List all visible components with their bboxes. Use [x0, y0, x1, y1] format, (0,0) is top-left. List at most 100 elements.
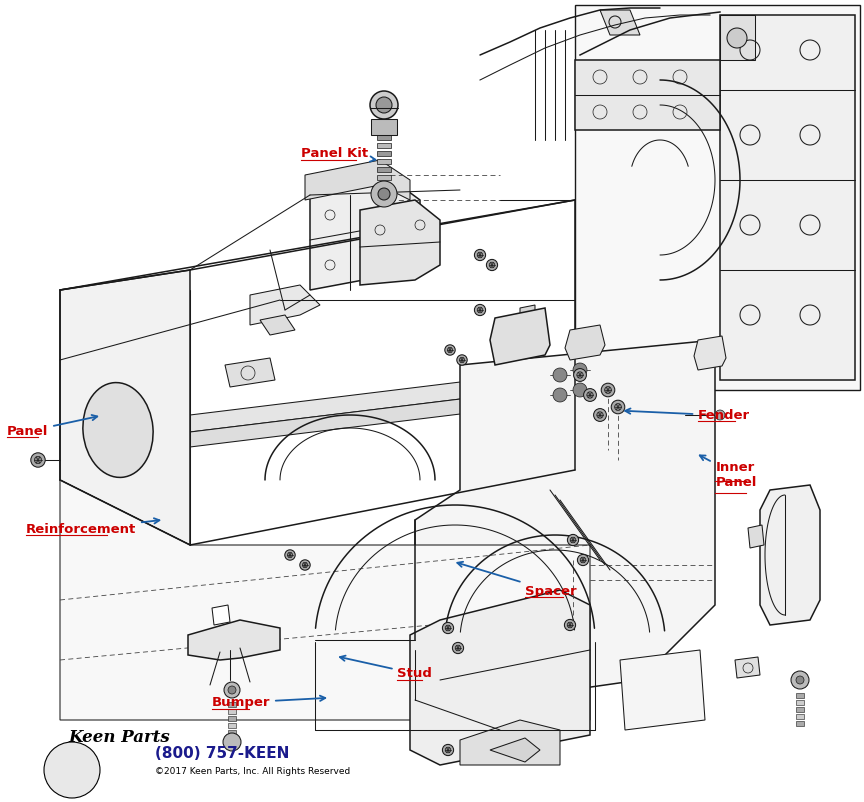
Circle shape	[568, 534, 579, 545]
Polygon shape	[228, 702, 236, 707]
Polygon shape	[490, 308, 550, 365]
Circle shape	[597, 411, 603, 418]
Polygon shape	[228, 716, 236, 721]
Text: Bumper: Bumper	[212, 695, 325, 709]
Polygon shape	[480, 552, 512, 578]
Polygon shape	[460, 720, 560, 765]
Circle shape	[460, 358, 465, 363]
Circle shape	[378, 188, 390, 200]
Circle shape	[727, 28, 747, 48]
Polygon shape	[735, 657, 760, 678]
Polygon shape	[796, 707, 804, 712]
Circle shape	[567, 622, 573, 628]
Polygon shape	[60, 270, 190, 545]
Polygon shape	[796, 721, 804, 726]
Circle shape	[601, 383, 615, 397]
Circle shape	[474, 249, 486, 261]
Circle shape	[300, 560, 310, 570]
Circle shape	[573, 383, 587, 397]
Polygon shape	[720, 15, 855, 380]
Polygon shape	[377, 151, 391, 156]
Polygon shape	[228, 723, 236, 728]
Circle shape	[583, 389, 596, 401]
Circle shape	[35, 456, 41, 464]
Polygon shape	[190, 385, 575, 447]
Circle shape	[376, 97, 392, 113]
Circle shape	[791, 671, 809, 689]
Circle shape	[302, 562, 308, 568]
Polygon shape	[565, 325, 605, 360]
Circle shape	[570, 537, 575, 543]
Polygon shape	[520, 305, 535, 323]
Polygon shape	[305, 160, 410, 200]
Circle shape	[553, 368, 567, 382]
Polygon shape	[228, 709, 236, 714]
Circle shape	[594, 408, 607, 421]
Text: Keen Parts: Keen Parts	[68, 730, 169, 747]
Polygon shape	[190, 368, 575, 432]
Circle shape	[288, 553, 293, 557]
Polygon shape	[377, 135, 391, 140]
Circle shape	[581, 557, 586, 563]
Polygon shape	[377, 183, 391, 188]
Polygon shape	[796, 693, 804, 698]
Circle shape	[445, 345, 455, 355]
Circle shape	[44, 742, 100, 798]
Circle shape	[370, 91, 398, 119]
Circle shape	[796, 676, 804, 684]
Polygon shape	[377, 175, 391, 180]
Circle shape	[371, 181, 397, 207]
Circle shape	[605, 387, 612, 394]
Polygon shape	[600, 10, 640, 35]
Polygon shape	[250, 285, 320, 325]
Polygon shape	[60, 480, 590, 720]
Circle shape	[453, 642, 464, 654]
Polygon shape	[694, 336, 726, 370]
Text: Fender: Fender	[626, 408, 750, 422]
Circle shape	[445, 626, 451, 631]
Circle shape	[553, 388, 567, 402]
Circle shape	[442, 622, 454, 634]
Circle shape	[223, 733, 241, 751]
Circle shape	[477, 307, 483, 313]
Circle shape	[489, 262, 495, 268]
Polygon shape	[575, 60, 720, 130]
Circle shape	[573, 363, 587, 377]
Text: Reinforcement: Reinforcement	[26, 518, 159, 536]
Polygon shape	[748, 525, 764, 548]
Polygon shape	[720, 15, 755, 60]
Polygon shape	[760, 485, 820, 625]
Polygon shape	[620, 650, 705, 730]
Circle shape	[577, 372, 583, 379]
Circle shape	[587, 392, 594, 399]
Polygon shape	[371, 119, 397, 135]
Circle shape	[715, 410, 725, 420]
Polygon shape	[410, 590, 590, 765]
Polygon shape	[212, 605, 230, 625]
Circle shape	[448, 347, 453, 353]
Circle shape	[285, 550, 295, 561]
Text: Inner
Panel: Inner Panel	[700, 456, 757, 488]
Circle shape	[445, 747, 451, 753]
Circle shape	[574, 369, 587, 382]
Polygon shape	[377, 159, 391, 164]
Text: Panel Kit: Panel Kit	[301, 148, 375, 162]
Circle shape	[611, 400, 625, 414]
Circle shape	[477, 252, 483, 257]
Circle shape	[486, 259, 498, 270]
Circle shape	[31, 453, 45, 468]
Circle shape	[228, 686, 236, 694]
Circle shape	[577, 554, 588, 565]
Polygon shape	[225, 358, 275, 387]
Circle shape	[614, 403, 621, 411]
Circle shape	[442, 744, 454, 755]
Circle shape	[457, 354, 467, 365]
Polygon shape	[310, 178, 420, 290]
Polygon shape	[228, 730, 236, 735]
Polygon shape	[796, 714, 804, 719]
Circle shape	[564, 619, 575, 630]
Text: Stud: Stud	[340, 656, 432, 680]
Polygon shape	[490, 738, 540, 762]
Polygon shape	[575, 5, 860, 390]
Text: Panel: Panel	[7, 415, 98, 438]
